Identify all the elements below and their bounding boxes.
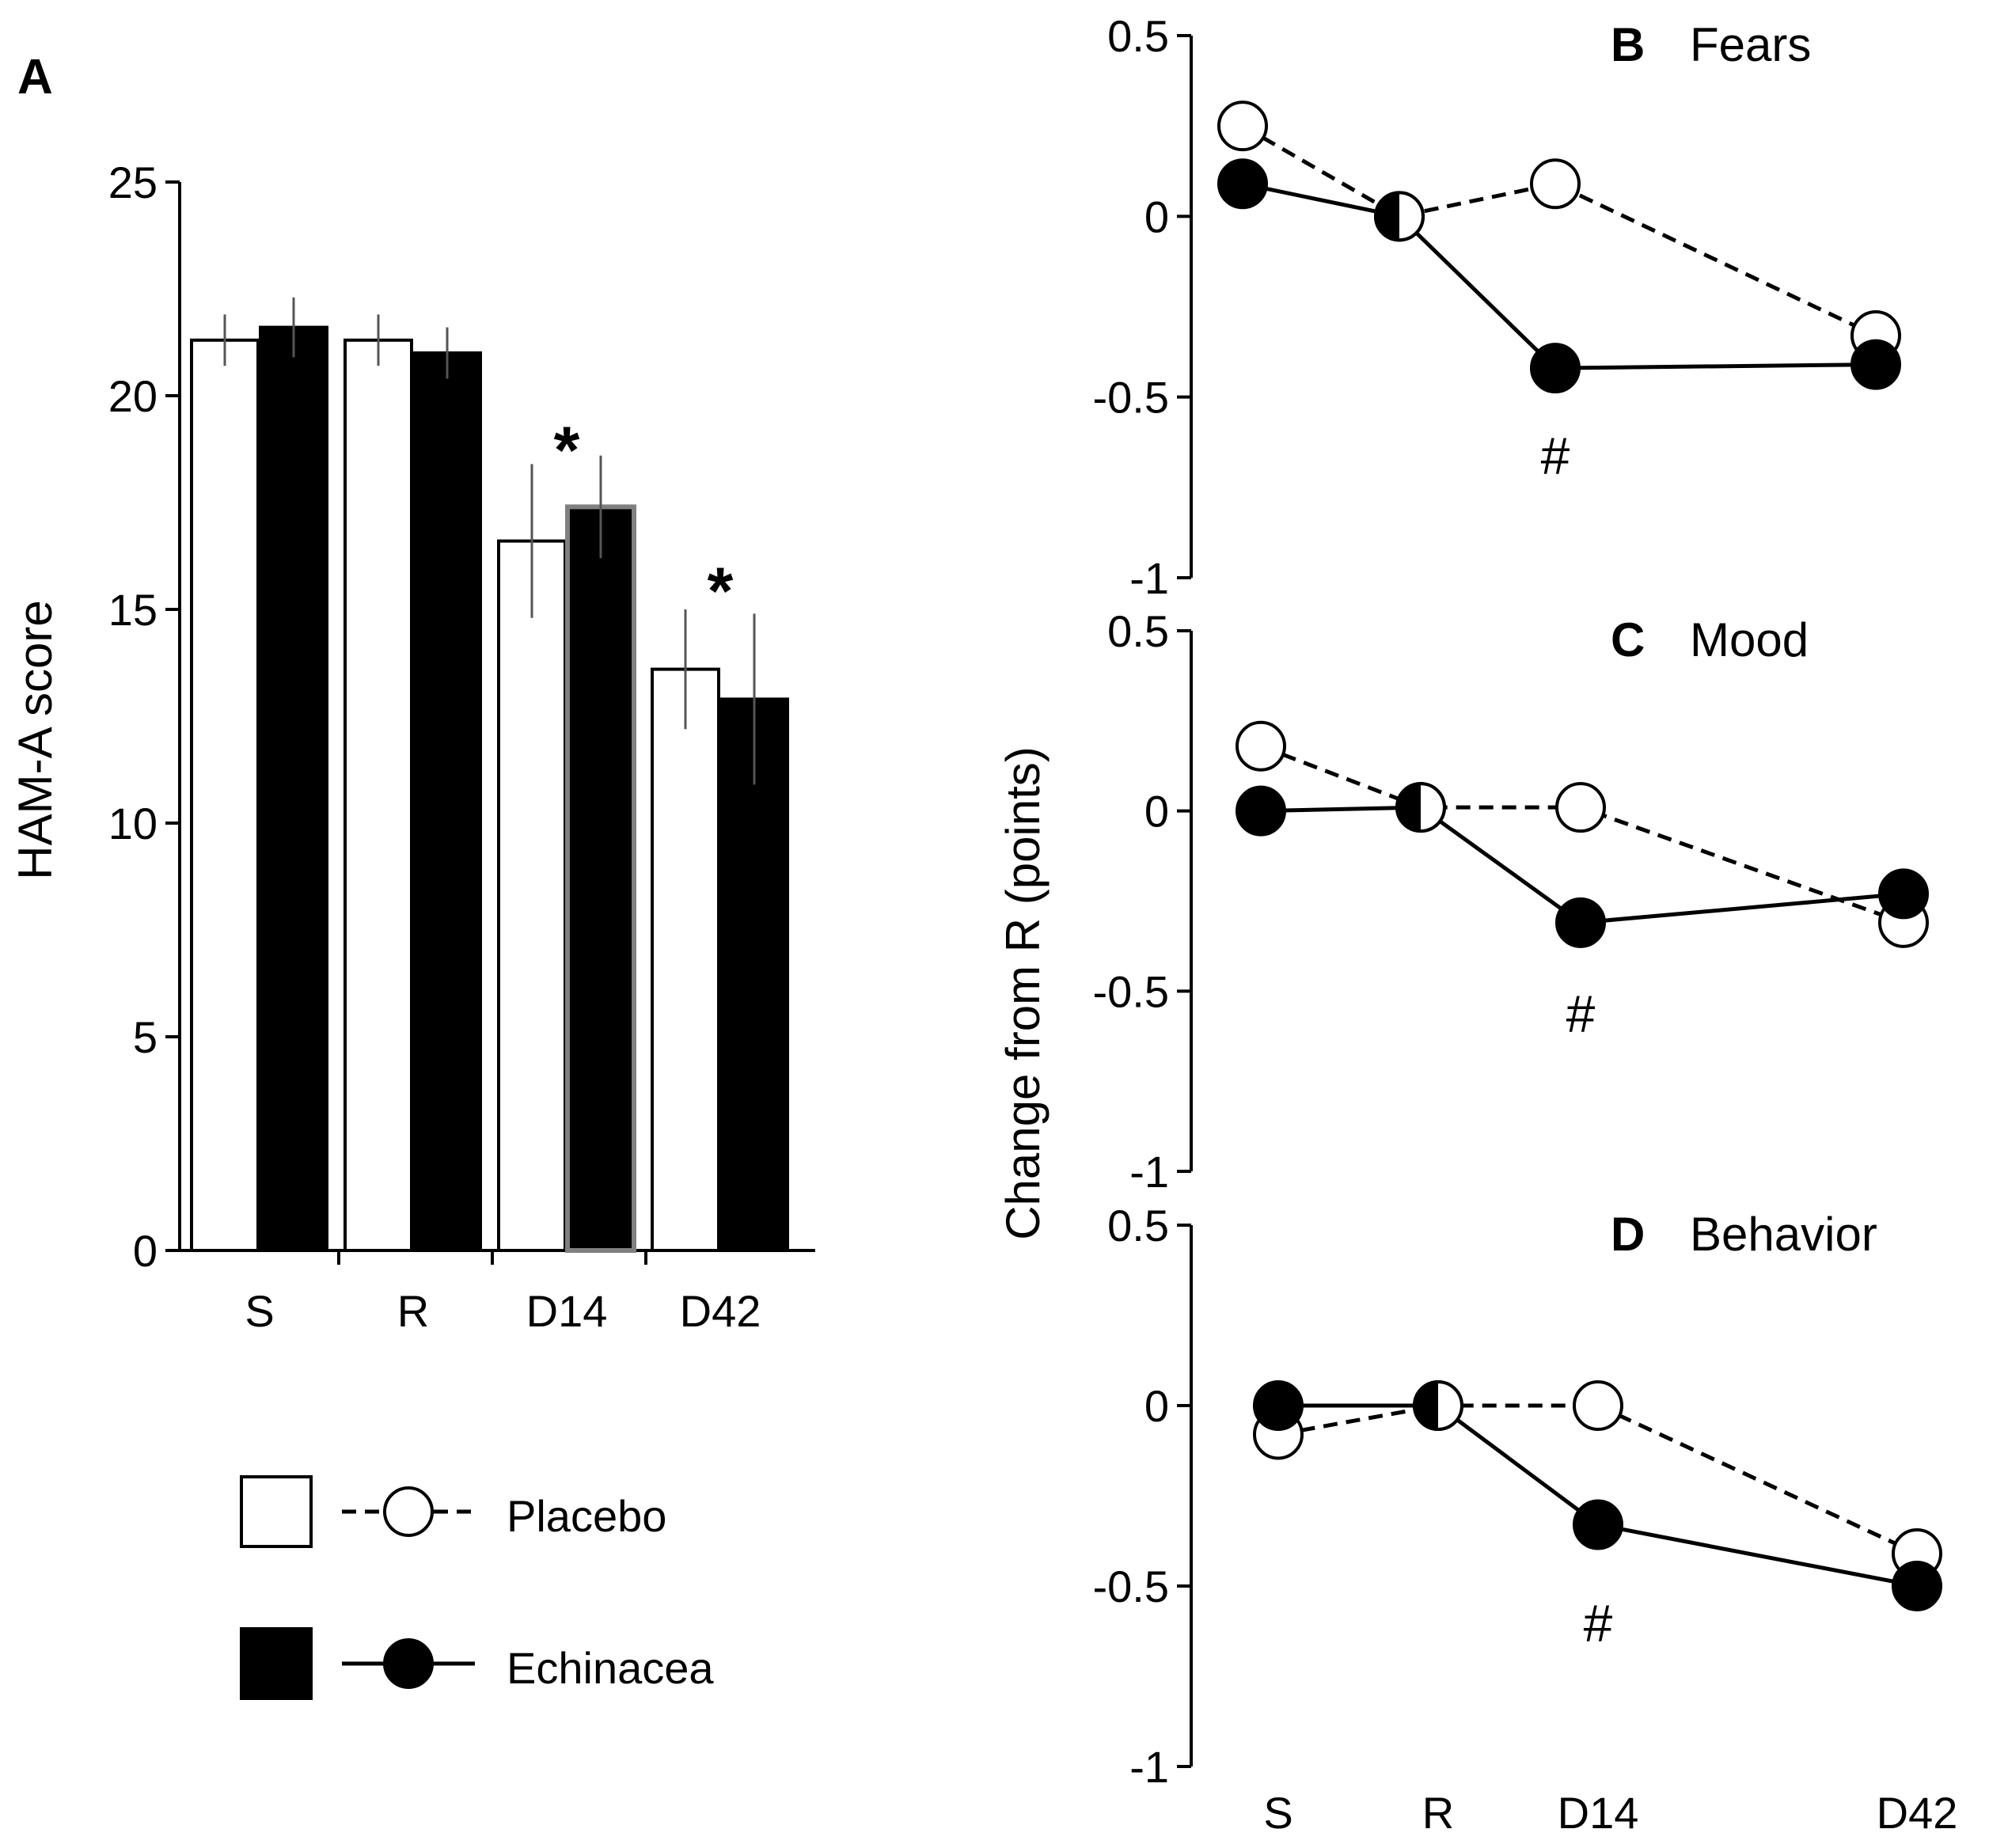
panel-b-y-tick-label: -1 — [1129, 553, 1169, 603]
panel-d-x-tick-label: R — [1422, 1788, 1454, 1838]
panel-d: -1 -0.5 0 0.5 D Behavior # S R D14 D42 — [1093, 1201, 1958, 1838]
panel-b-y-tick-label: 0.5 — [1107, 11, 1169, 61]
bar-placebo-r — [344, 338, 413, 1252]
marker-outline-r — [1395, 782, 1446, 833]
panel-a-letter: A — [17, 50, 53, 104]
marker-echinacea-r — [1375, 192, 1399, 241]
panel-a-significance-marker: * — [708, 554, 734, 628]
panel-d-title: Behavior — [1690, 1208, 1877, 1261]
panel-d-letter: D — [1611, 1208, 1645, 1261]
panel-a-x-tick-label: D14 — [526, 1286, 608, 1336]
legend-echinacea-bar-swatch — [240, 1627, 313, 1700]
bar-echinacea-d14 — [565, 504, 636, 1253]
panel-a-y-tick-label: 20 — [108, 371, 158, 421]
marker-echinacea-r — [1397, 784, 1421, 832]
panel-c-y-tick-label: -0.5 — [1093, 966, 1170, 1016]
bar-placebo-d14 — [497, 539, 567, 1252]
marker-echinacea-d42 — [1878, 868, 1929, 920]
series-line-placebo — [1260, 744, 1904, 925]
panel-c-title: Mood — [1690, 613, 1809, 666]
series-line-placebo — [1241, 124, 1877, 338]
panel-c-y-tick-label: 0 — [1144, 787, 1169, 837]
marker-placebo-s — [1236, 720, 1286, 772]
panel-c-significance-marker: # — [1566, 985, 1596, 1043]
panel-c-y-tick-label: -1 — [1129, 1147, 1169, 1197]
marker-placebo-d14 — [1573, 1380, 1623, 1431]
panels: A 0 5 10 15 20 25 HAM-A score S R D14 D42 * * -1 -0.5 0 0… — [9, 11, 1957, 1838]
bar-echinacea-s — [259, 325, 328, 1253]
panel-d-x-tick-label: D14 — [1558, 1788, 1639, 1838]
panel-b-significance-marker: # — [1541, 427, 1570, 485]
panel-a: A 0 5 10 15 20 25 HAM-A score S R D14 D42 * * — [9, 50, 815, 1336]
panel-a-y-tick-label: 25 — [108, 157, 158, 207]
panel-a-x-tick-label: R — [397, 1286, 429, 1336]
panel-d-y-tick-label: 0 — [1144, 1381, 1169, 1431]
marker-echinacea-d14 — [1530, 343, 1581, 394]
panel-a-y-tick-label: 0 — [133, 1226, 158, 1276]
marker-outline-r — [1413, 1380, 1463, 1431]
panel-a-y-tick-label: 10 — [108, 799, 158, 848]
panel-d-x-tick-label: D42 — [1877, 1788, 1958, 1838]
marker-echinacea-r — [1414, 1382, 1438, 1429]
marker-placebo-s — [1217, 101, 1268, 152]
legend-placebo-label: Placebo — [507, 1491, 666, 1541]
panel-d-y-tick-label: 0.5 — [1107, 1201, 1169, 1250]
panel-c-letter: C — [1611, 613, 1645, 666]
legend-echinacea-marker — [383, 1638, 434, 1689]
panel-b-letter: B — [1611, 18, 1645, 71]
panel-d-y-tick-label: -1 — [1129, 1742, 1169, 1792]
panel-b-y-tick-label: 0 — [1144, 192, 1169, 241]
bar-placebo-s — [190, 338, 260, 1252]
panel-a-significance-marker: * — [554, 412, 580, 487]
panel-a-y-tick-label: 5 — [133, 1012, 158, 1062]
marker-echinacea-d42 — [1892, 1561, 1942, 1611]
panel-a-x-tick-label: D42 — [680, 1286, 761, 1336]
panel-c: -1 -0.5 0 0.5 C Mood # — [1093, 606, 1929, 1197]
marker-echinacea-d14 — [1573, 1499, 1623, 1550]
marker-echinacea-d14 — [1555, 897, 1606, 948]
bar-placebo-d42 — [651, 667, 720, 1252]
marker-placebo-d14 — [1530, 158, 1581, 210]
legend-echinacea-label: Echinacea — [507, 1643, 714, 1693]
panel-b: -1 -0.5 0 0.5 B Fears # — [1093, 11, 1901, 603]
panel-b-title: Fears — [1690, 18, 1811, 71]
marker-placebo-d14 — [1555, 782, 1606, 833]
panel-c-y-tick-label: 0.5 — [1107, 606, 1169, 656]
series-line-placebo — [1277, 1403, 1919, 1556]
legend: Placebo Echinacea — [240, 1475, 714, 1700]
marker-echinacea-s — [1236, 785, 1286, 837]
series-line-echinacea — [1278, 1403, 1918, 1588]
panel-d-y-tick-label: -0.5 — [1093, 1562, 1170, 1611]
series-line-echinacea — [1242, 181, 1877, 370]
panel-a-y-axis-label: HAM-A score — [9, 600, 62, 879]
shared-y-axis-label: Change from R (points) — [996, 746, 1050, 1240]
panel-b-y-tick-label: -0.5 — [1093, 373, 1170, 423]
panel-d-x-tick-label: S — [1263, 1788, 1292, 1838]
legend-placebo-marker — [383, 1486, 434, 1537]
marker-echinacea-s — [1253, 1380, 1304, 1431]
series-line-echinacea — [1260, 805, 1904, 925]
marker-outline-r — [1374, 191, 1425, 242]
marker-echinacea-s — [1217, 158, 1268, 210]
bar-echinacea-r — [412, 351, 482, 1252]
panel-a-x-tick-label: S — [245, 1286, 274, 1336]
panel-a-y-tick-label: 15 — [108, 585, 158, 635]
legend-placebo-bar-swatch — [240, 1475, 313, 1548]
marker-echinacea-d42 — [1850, 339, 1901, 390]
panel-d-significance-marker: # — [1584, 1594, 1613, 1653]
